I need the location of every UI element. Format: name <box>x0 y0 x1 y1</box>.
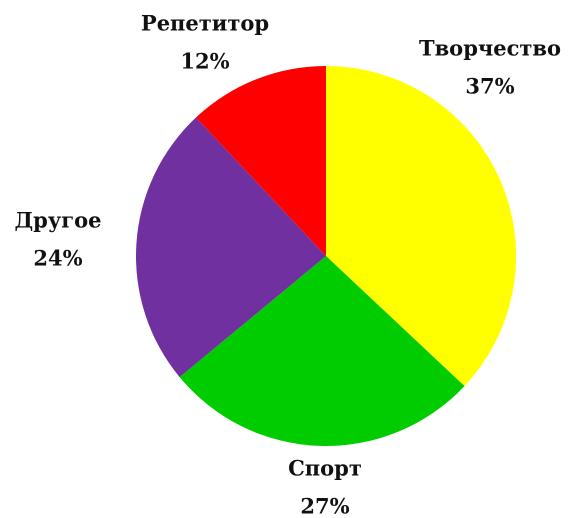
slice-value-label: 12% <box>180 49 229 74</box>
pie-slice <box>135 117 326 378</box>
slice-value-label: 24% <box>33 246 82 271</box>
pie-slice <box>195 66 326 256</box>
slice-label: Спорт <box>288 456 362 481</box>
slice-value-label: 37% <box>465 74 514 99</box>
slice-label: Творчество <box>419 36 561 61</box>
slice-label: Другое <box>14 208 101 233</box>
slice-label: Репетитор <box>141 11 269 36</box>
pie-slice <box>179 256 465 447</box>
slice-value-label: 27% <box>300 494 349 518</box>
pie-slice <box>326 66 517 387</box>
